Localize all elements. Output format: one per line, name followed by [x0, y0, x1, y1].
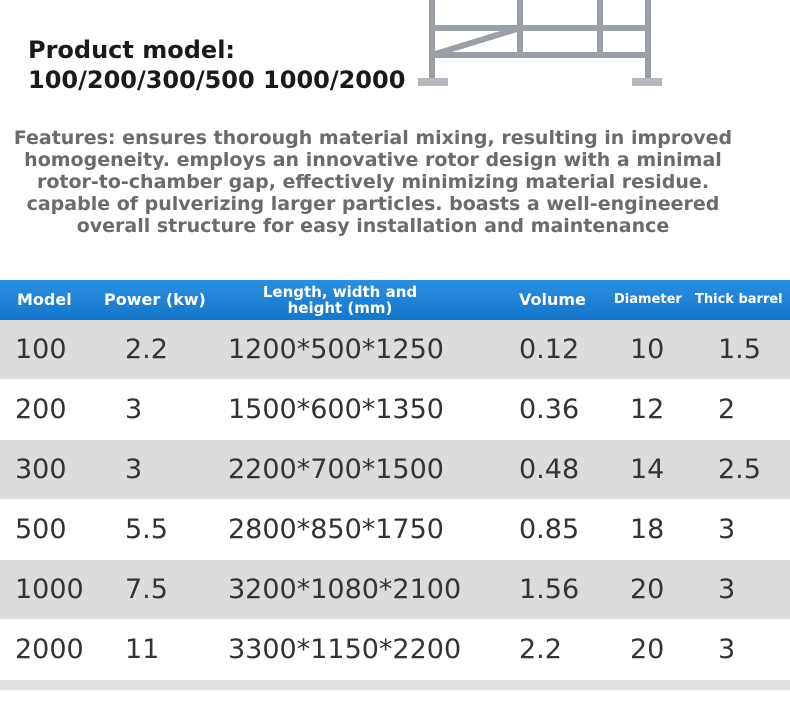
table-cell: 0.12 — [519, 334, 580, 365]
column-header: Diameter — [614, 292, 682, 307]
table-body: 100 2.2 1200*500*1250 0.12 10 1.5 200 3 1500*600… — [0, 320, 790, 690]
column-header: Model — [17, 290, 72, 309]
table-row: 2000 11 3300*1150*2200 2.2 20 3 — [0, 620, 790, 679]
table-cell: 3 — [718, 574, 736, 605]
features: Features: ensures thorough material mixi… — [0, 127, 746, 237]
table-row: 100 2.2 1200*500*1250 0.12 10 1.5 — [0, 320, 790, 379]
feature-line: Features: ensures thorough material mixi… — [13, 127, 733, 149]
table-cell: 7.5 — [125, 574, 168, 605]
models: 100/200/300/500 1000/2000 — [28, 66, 406, 94]
feature-line: rotor-to-chamber gap, effectively minimi… — [36, 171, 710, 193]
table-cell: 2800*850*1750 — [228, 514, 444, 545]
table-cell: 0.48 — [519, 454, 580, 485]
table-cell: 0.36 — [519, 394, 580, 425]
feature-line: homogeneity. employs an innovative rotor… — [24, 149, 722, 171]
table-cell: 11 — [125, 634, 160, 665]
table-cell: 12 — [630, 394, 665, 425]
table-cell: 2200*700*1500 — [228, 454, 444, 485]
table-cell: 200 — [15, 394, 67, 425]
table-cell: 3200*1080*2100 — [228, 574, 462, 605]
table-footer — [0, 680, 790, 690]
table-cell: 2.2 — [519, 634, 562, 665]
table-cell: 14 — [630, 454, 665, 485]
feature-line: capable of pulverizing larger particles.… — [26, 193, 720, 215]
stand-image — [418, 0, 662, 86]
table-row: 300 3 2200*700*1500 0.48 14 2.5 — [0, 440, 790, 499]
table-cell: 20 — [630, 574, 665, 605]
table-row: 200 3 1500*600*1350 0.36 12 2 — [0, 380, 790, 439]
table-header: Model Power (kw) Length, width and height … — [0, 280, 790, 320]
table-cell: 3 — [125, 394, 143, 425]
table-cell: 100 — [15, 334, 67, 365]
table-cell: 1.5 — [718, 334, 761, 365]
table-cell: 1500*600*1350 — [228, 394, 444, 425]
table-cell: 20 — [630, 634, 665, 665]
table-cell: 2000 — [15, 634, 84, 665]
table-cell: 300 — [15, 454, 67, 485]
table-cell: 0.85 — [519, 514, 580, 545]
table-cell: 3 — [125, 454, 143, 485]
column-header: Thick barrel — [695, 292, 783, 307]
table-row: 500 5.5 2800*850*1750 0.85 18 3 — [0, 500, 790, 559]
feature-line: overall structure for easy installation … — [76, 215, 670, 237]
table-cell: 3 — [718, 634, 736, 665]
table-cell: 2.5 — [718, 454, 761, 485]
table-cell: 10 — [630, 334, 665, 365]
column-header: Power (kw) — [104, 290, 206, 309]
table-cell: 3300*1150*2200 — [228, 634, 462, 665]
table-cell: 1000 — [15, 574, 84, 605]
column-header: Volume — [519, 290, 586, 309]
table-cell: 500 — [15, 514, 67, 545]
table-cell: 5.5 — [125, 514, 168, 545]
table-cell: 18 — [630, 514, 665, 545]
title: Product model: — [28, 36, 236, 64]
table-cell: 2.2 — [125, 334, 168, 365]
column-header: Length, width and height (mm) — [262, 283, 418, 317]
table-cell: 1200*500*1250 — [228, 334, 444, 365]
table-cell: 2 — [718, 394, 736, 425]
table-cell: 3 — [718, 514, 736, 545]
table-row: 1000 7.5 3200*1080*2100 1.56 20 3 — [0, 560, 790, 619]
table-cell: 1.56 — [519, 574, 580, 605]
